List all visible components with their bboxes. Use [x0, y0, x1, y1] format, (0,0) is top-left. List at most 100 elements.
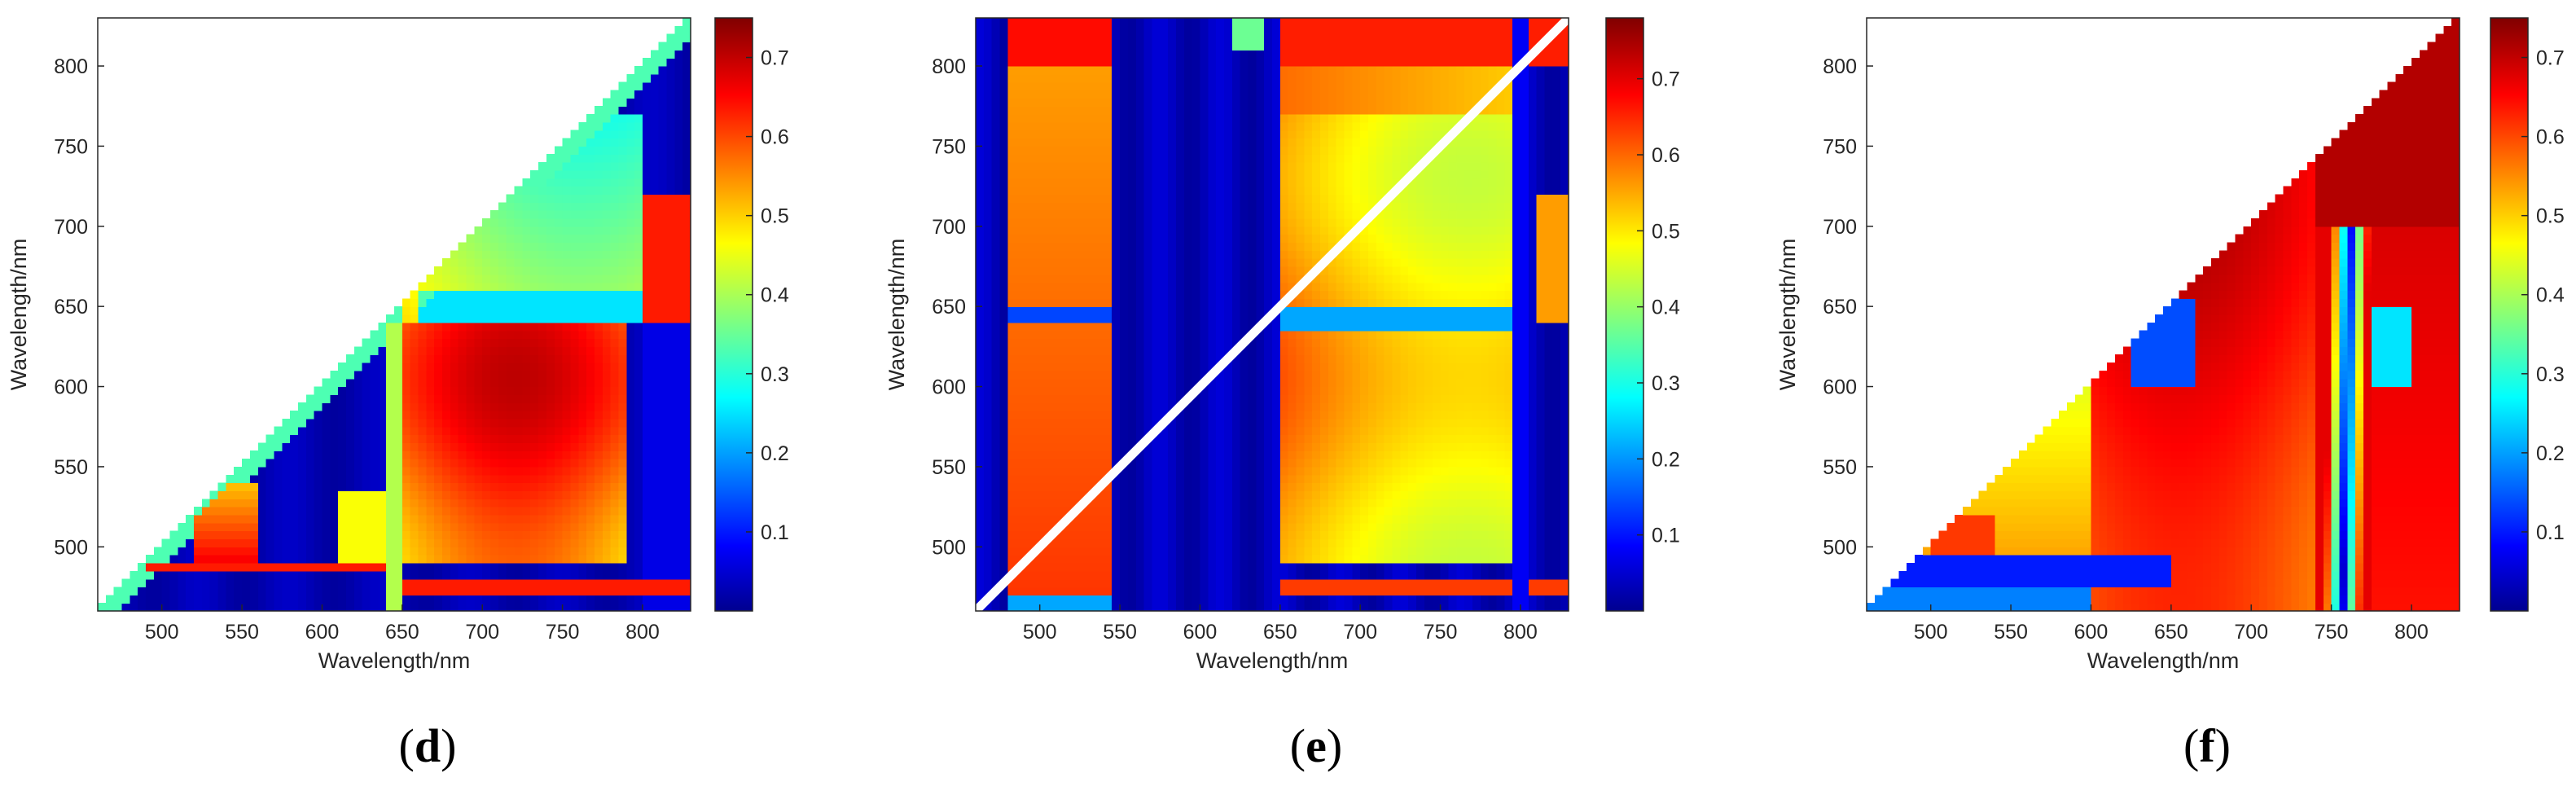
heatmap-cell — [530, 363, 539, 371]
heatmap-cell — [634, 570, 643, 580]
heatmap-cell — [330, 370, 339, 380]
heatmap-cell — [999, 50, 1008, 59]
heatmap-cell — [1024, 587, 1033, 595]
heatmap-cell — [1183, 50, 1193, 59]
heatmap-cell — [498, 298, 507, 307]
heatmap-cell — [1127, 121, 1137, 131]
heatmap-cell — [1208, 450, 1217, 459]
heatmap-cell — [642, 603, 652, 612]
heatmap-cell — [546, 186, 555, 196]
heatmap-cell — [554, 330, 564, 340]
heatmap-cell — [450, 570, 459, 580]
heatmap-cell — [634, 81, 643, 91]
heatmap-cell — [983, 226, 993, 235]
heatmap-cell — [554, 178, 564, 187]
heatmap-cell — [991, 298, 1001, 307]
heatmap-cell — [642, 499, 652, 508]
heatmap-cell — [394, 547, 403, 556]
heatmap-cell — [1007, 290, 1016, 299]
heatmap-cell — [983, 402, 993, 411]
heatmap-cell — [674, 290, 683, 299]
heatmap-cell — [217, 522, 227, 532]
heatmap-cell — [626, 514, 635, 524]
heatmap-cell — [983, 250, 993, 259]
heatmap-cell — [674, 130, 683, 139]
heatmap-cell — [1064, 442, 1073, 451]
heatmap-cell — [610, 490, 620, 499]
heatmap-cell — [1200, 194, 1209, 203]
heatmap-cell — [1143, 73, 1153, 83]
heatmap-cell — [1079, 490, 1089, 499]
heatmap-cell — [442, 466, 451, 476]
heatmap-cell — [410, 411, 419, 420]
heatmap-cell — [610, 482, 620, 492]
heatmap-cell — [658, 169, 668, 179]
heatmap-cell — [546, 282, 555, 292]
heatmap-cell — [674, 530, 683, 540]
heatmap-cell — [1031, 499, 1041, 508]
heatmap-cell — [1200, 363, 1209, 371]
heatmap-cell — [1087, 258, 1097, 267]
heatmap-cell — [1175, 218, 1185, 227]
heatmap-cell — [1031, 370, 1041, 380]
heatmap-cell — [634, 507, 643, 516]
heatmap-cell — [983, 290, 993, 299]
heatmap-cell — [1112, 186, 1121, 196]
heatmap-cell — [658, 98, 668, 107]
heatmap-cell — [674, 169, 683, 179]
heatmap-cell — [426, 346, 435, 355]
heatmap-cell — [602, 346, 612, 355]
heatmap-cell — [450, 442, 459, 451]
heatmap-cell — [586, 595, 595, 604]
heatmap-cell — [458, 570, 467, 580]
heatmap-cell — [522, 570, 531, 580]
heatmap-cell — [1072, 130, 1081, 139]
heatmap-cell — [991, 370, 1001, 380]
heatmap-cell — [1160, 73, 1169, 83]
colorbar-tick-label: 0.6 — [761, 126, 789, 149]
heatmap-cell — [610, 169, 620, 179]
heatmap-cell — [394, 595, 403, 604]
heatmap-cell — [530, 298, 539, 307]
heatmap-cell — [161, 570, 171, 580]
heatmap-cell — [290, 459, 299, 468]
heatmap-cell — [186, 522, 195, 532]
heatmap-cell — [1031, 411, 1041, 420]
heatmap-cell — [418, 603, 427, 612]
heatmap-cell — [642, 402, 652, 411]
heatmap-cell — [442, 562, 451, 572]
heatmap-cell — [1016, 58, 1025, 67]
heatmap-cell — [466, 282, 475, 292]
heatmap-cell — [586, 570, 595, 580]
heatmap-cell — [506, 386, 516, 395]
heatmap-cell — [1135, 338, 1145, 347]
heatmap-cell — [626, 234, 635, 244]
heatmap-cell — [650, 322, 660, 332]
heatmap-cell — [674, 73, 683, 83]
heatmap-cell — [1175, 338, 1185, 347]
heatmap-cell — [554, 394, 564, 403]
heatmap-cell — [1160, 114, 1169, 123]
heatmap-cell — [450, 394, 459, 403]
heatmap-cell — [538, 466, 547, 476]
heatmap-cell — [682, 522, 691, 532]
heatmap-cell — [242, 466, 251, 476]
heatmap-cell — [378, 514, 387, 524]
heatmap-cell — [1087, 306, 1097, 315]
heatmap-cell — [1087, 514, 1097, 524]
heatmap-cell — [370, 346, 379, 355]
heatmap-cell — [1191, 450, 1201, 459]
colorbar-tick-label: 0.1 — [761, 521, 789, 544]
heatmap-cell — [1095, 42, 1105, 51]
heatmap-cell — [426, 466, 435, 476]
heatmap-cell — [498, 514, 507, 524]
heatmap-cell — [976, 338, 985, 347]
heatmap-cell — [1200, 442, 1209, 451]
heatmap-cell — [1031, 578, 1041, 588]
heatmap-cell — [297, 450, 307, 459]
heatmap-cell — [362, 603, 371, 612]
heatmap-cell — [265, 570, 275, 580]
heatmap-cell — [1191, 522, 1201, 532]
heatmap-cell — [217, 482, 227, 492]
heatmap-cell — [1024, 482, 1033, 492]
